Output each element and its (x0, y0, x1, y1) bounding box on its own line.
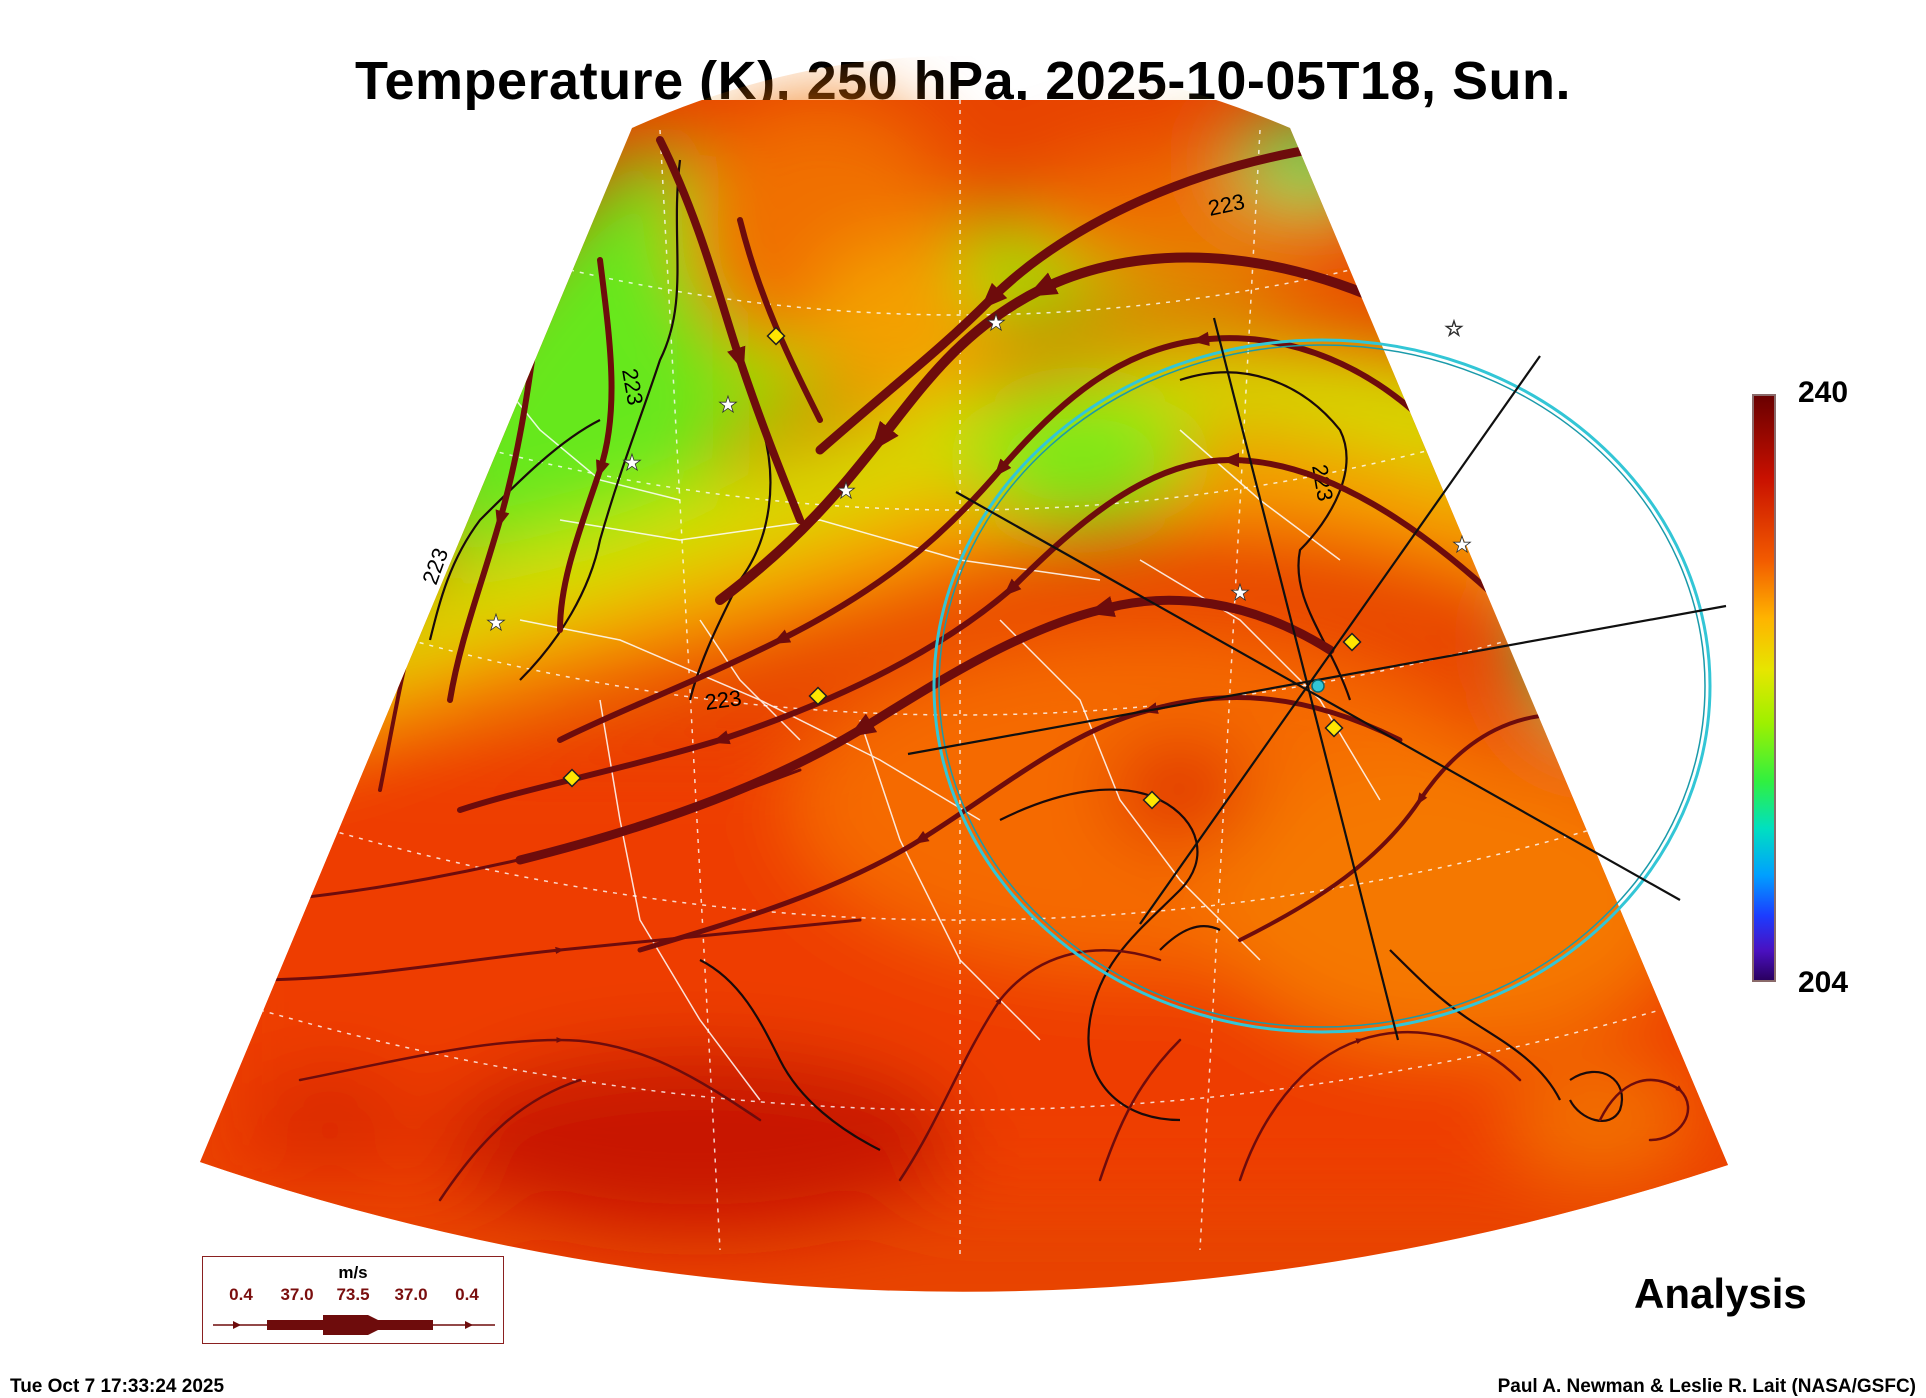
legend-value: 0.4 (455, 1285, 479, 1304)
svg-text:★: ★ (1452, 533, 1472, 558)
station-markers-diamond (562, 326, 1362, 810)
legend-arrow-icon (213, 1315, 495, 1335)
station-markers-star: ★ ★ ★ ★ ★ ★ ★ ☆ (486, 311, 1473, 637)
legend-value: 37.0 (394, 1285, 428, 1304)
ring-center-marker (1311, 679, 1325, 693)
legend-units: m/s (338, 1263, 368, 1282)
ring-spokes (907, 317, 1727, 1041)
svg-text:☆: ☆ (1444, 317, 1464, 342)
colorbar (1752, 394, 1776, 982)
overlay-ring (932, 338, 1712, 1034)
timestamp: Tue Oct 7 17:33:24 2025 (10, 1376, 225, 1397)
legend-value: 0.4 (229, 1285, 253, 1304)
svg-text:★: ★ (486, 611, 506, 636)
legend-value: 37.0 (280, 1285, 314, 1304)
svg-text:★: ★ (718, 393, 738, 418)
contour-label: 223 (703, 685, 743, 715)
wind-speed-legend: m/s 0.4 37.0 73.5 37.0 0.4 (202, 1256, 504, 1344)
credit: Paul A. Newman & Leslie R. Lait (NASA/GS… (1497, 1376, 1916, 1397)
svg-text:★: ★ (1230, 581, 1250, 606)
svg-text:★: ★ (986, 311, 1006, 336)
colorbar-max-label: 240 (1798, 376, 1849, 409)
legend-value: 73.5 (336, 1285, 370, 1304)
colorbar-min-label: 204 (1798, 966, 1849, 999)
svg-text:★: ★ (836, 479, 856, 504)
analysis-label: Analysis (1634, 1270, 1807, 1317)
svg-text:★: ★ (622, 451, 642, 476)
